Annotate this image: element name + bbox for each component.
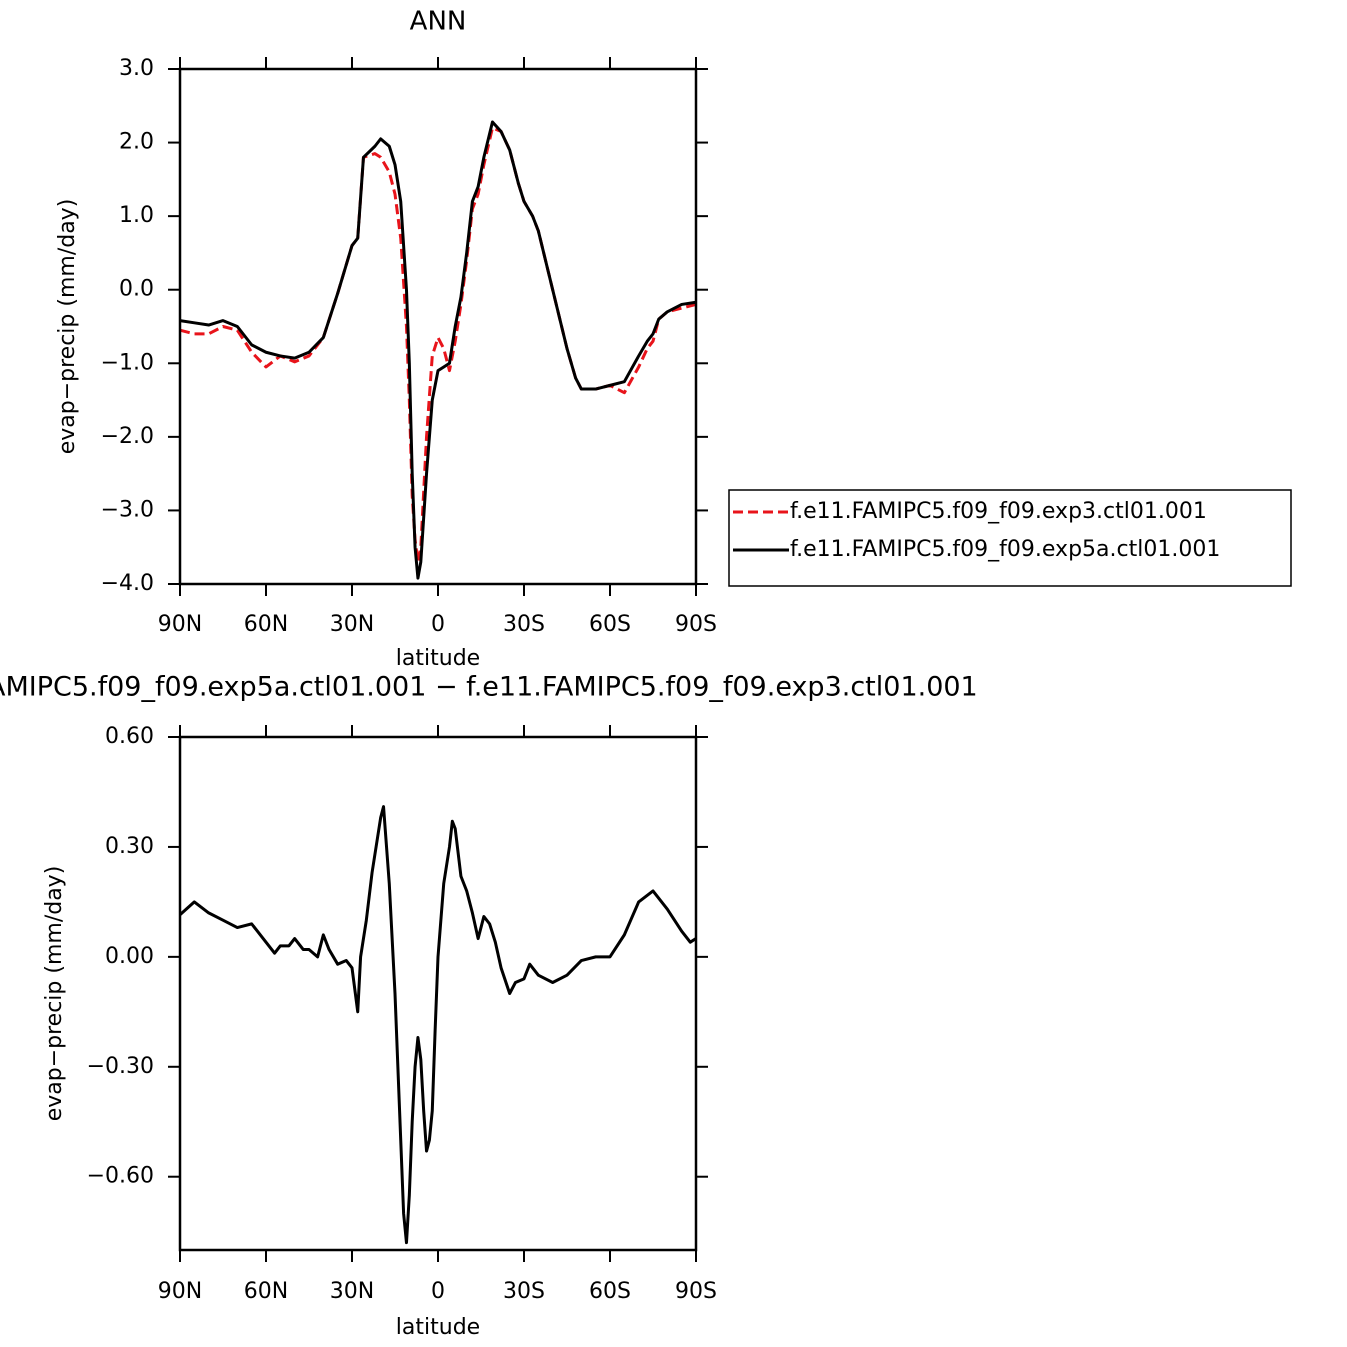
- y-tick-label: 1.0: [119, 203, 154, 228]
- x-tick-label: 60N: [244, 612, 288, 637]
- x-tick-label: 90N: [158, 612, 202, 637]
- y-tick-label: −2.0: [101, 424, 154, 449]
- x-tick-label: 90N: [158, 1279, 202, 1304]
- x-axis-label: latitude: [396, 646, 480, 671]
- x-tick-label: 90S: [675, 1279, 717, 1304]
- chart-title: f.e11.FAMIPC5.f09_f09.exp5a.ctl01.001 − …: [0, 672, 978, 703]
- y-tick-label: −4.0: [101, 571, 154, 596]
- x-tick-label: 0: [431, 1279, 445, 1304]
- data-line: [179, 120, 697, 580]
- x-tick-label: 60N: [244, 1279, 288, 1304]
- y-tick-label: −1.0: [101, 350, 154, 375]
- x-tick-label: 60S: [589, 612, 631, 637]
- data-line: [178, 805, 697, 1245]
- y-tick-label: 0.30: [105, 834, 154, 859]
- x-tick-label: 0: [431, 612, 445, 637]
- x-tick-label: 30N: [330, 1279, 374, 1304]
- x-tick-label: 30S: [503, 612, 545, 637]
- y-tick-label: 0.0: [119, 277, 154, 302]
- y-tick-label: 2.0: [119, 130, 154, 155]
- data-line: [179, 126, 697, 564]
- legend-label: f.e11.FAMIPC5.f09_f09.exp3.ctl01.001: [790, 499, 1207, 524]
- plot-frame: [178, 735, 698, 1252]
- x-tick-label: 30N: [330, 612, 374, 637]
- y-tick-label: 0.60: [105, 724, 154, 749]
- x-tick-label: 90S: [675, 612, 717, 637]
- y-tick-label: −0.60: [87, 1164, 154, 1189]
- x-tick-label: 30S: [503, 1279, 545, 1304]
- y-axis-label: evap−precip (mm/day): [55, 199, 80, 455]
- y-axis-label: evap−precip (mm/day): [42, 866, 67, 1122]
- x-axis-label: latitude: [396, 1315, 480, 1340]
- legend-label: f.e11.FAMIPC5.f09_f09.exp5a.ctl01.001: [790, 537, 1220, 562]
- legend-box: [728, 489, 1292, 587]
- plot-frame: [178, 67, 698, 586]
- y-tick-label: −3.0: [101, 497, 154, 522]
- y-tick-label: 3.0: [119, 56, 154, 81]
- chart-title: ANN: [410, 7, 467, 37]
- y-tick-label: −0.30: [87, 1054, 154, 1079]
- y-tick-label: 0.00: [105, 944, 154, 969]
- x-tick-label: 60S: [589, 1279, 631, 1304]
